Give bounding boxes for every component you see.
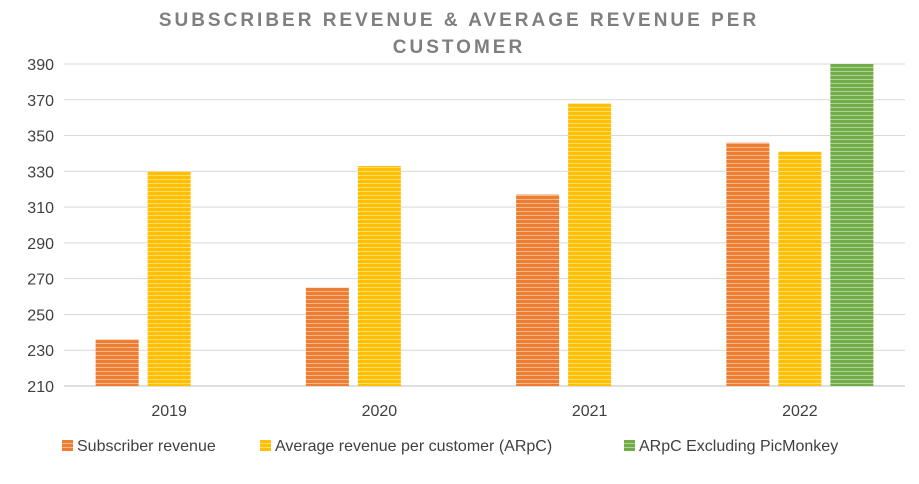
- legend-swatch-series-3: [624, 440, 635, 451]
- gridlines: [64, 63, 905, 387]
- y-tick-label-270: 270: [27, 272, 54, 289]
- legend-swatch-series-1: [62, 440, 73, 451]
- x-tick-label-2020: 2020: [362, 403, 398, 420]
- y-tick-label-290: 290: [27, 236, 54, 253]
- y-axis-tick-labels: 210 230 250 270 290 310 330 350 370 390: [27, 57, 54, 396]
- bar-2021-series-1: [516, 194, 560, 386]
- bar-2019-series-2: [147, 171, 191, 386]
- legend-label-series-1: Subscriber revenue: [77, 438, 216, 455]
- y-tick-label-350: 350: [27, 129, 54, 146]
- y-tick-label-370: 370: [27, 93, 54, 110]
- legend-swatch-series-2: [260, 440, 271, 451]
- bars: [95, 64, 874, 386]
- bar-2022-series-3: [830, 64, 874, 386]
- x-axis-tick-labels: 2019 2020 2021 2022: [151, 403, 817, 420]
- legend-label-series-2: Average revenue per customer (ARpC): [275, 438, 552, 455]
- y-tick-label-210: 210: [27, 379, 54, 396]
- y-tick-label-250: 250: [27, 307, 54, 324]
- y-tick-label-230: 230: [27, 343, 54, 360]
- bar-2020-series-2: [357, 165, 401, 386]
- y-tick-label-330: 330: [27, 164, 54, 181]
- y-tick-label-390: 390: [27, 57, 54, 74]
- x-tick-label-2019: 2019: [151, 403, 187, 420]
- bar-2022-series-1: [726, 142, 770, 386]
- legend: Subscriber revenue Average revenue per cu…: [62, 438, 838, 455]
- chart-title-line-2: CUSTOMER: [393, 37, 525, 58]
- bar-2019-series-1: [95, 339, 139, 386]
- bar-2020-series-1: [305, 287, 349, 386]
- chart-title-line-1: SUBSCRIBER REVENUE & AVERAGE REVENUE PER: [159, 10, 759, 31]
- y-tick-label-310: 310: [27, 200, 54, 217]
- x-tick-label-2021: 2021: [572, 403, 608, 420]
- bar-2021-series-2: [568, 103, 612, 386]
- x-tick-label-2022: 2022: [782, 403, 818, 420]
- legend-label-series-3: ARpC Excluding PicMonkey: [639, 438, 838, 455]
- bar-2022-series-2: [778, 151, 822, 386]
